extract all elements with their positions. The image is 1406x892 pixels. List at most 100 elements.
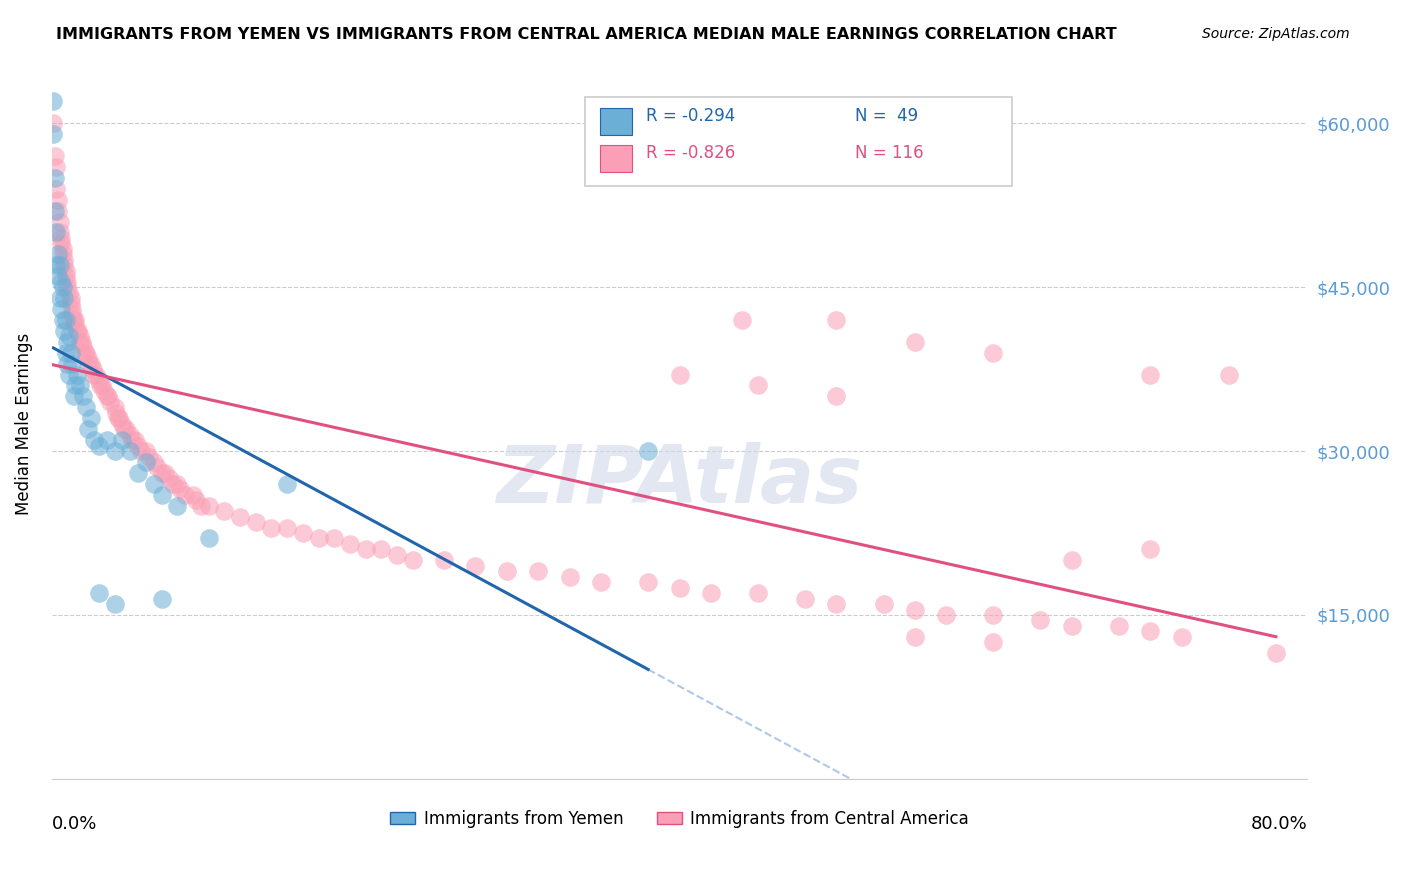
- Point: [87, 586, 110, 600]
- Point: [45, 226, 67, 240]
- Point: [181, 488, 204, 502]
- Point: [48, 291, 70, 305]
- Point: [276, 520, 298, 534]
- Point: [700, 586, 723, 600]
- Point: [129, 444, 152, 458]
- Point: [402, 553, 425, 567]
- Point: [66, 368, 89, 382]
- Point: [245, 515, 267, 529]
- Point: [1139, 542, 1161, 557]
- Point: [354, 542, 377, 557]
- Point: [55, 345, 77, 359]
- Point: [96, 389, 118, 403]
- Point: [44, 170, 66, 185]
- Point: [107, 411, 129, 425]
- Point: [91, 378, 114, 392]
- Point: [56, 357, 79, 371]
- Point: [65, 313, 87, 327]
- Point: [433, 553, 456, 567]
- Point: [1139, 368, 1161, 382]
- Point: [55, 263, 77, 277]
- Text: 80.0%: 80.0%: [1250, 814, 1308, 832]
- Point: [69, 329, 91, 343]
- Point: [89, 378, 111, 392]
- Point: [637, 575, 659, 590]
- Point: [51, 275, 73, 289]
- Point: [1218, 368, 1240, 382]
- Point: [1060, 553, 1083, 567]
- Point: [184, 493, 207, 508]
- Point: [904, 334, 927, 349]
- Point: [904, 602, 927, 616]
- Point: [44, 149, 66, 163]
- Point: [66, 324, 89, 338]
- Text: ZIPAtlas: ZIPAtlas: [496, 442, 863, 519]
- Point: [82, 362, 104, 376]
- Point: [62, 389, 84, 403]
- Point: [159, 471, 181, 485]
- Point: [731, 313, 754, 327]
- Point: [825, 389, 848, 403]
- Point: [197, 499, 219, 513]
- Point: [53, 291, 76, 305]
- Point: [162, 476, 184, 491]
- Point: [983, 635, 1005, 649]
- Point: [42, 116, 65, 130]
- Point: [48, 214, 70, 228]
- Point: [668, 581, 690, 595]
- Point: [97, 389, 120, 403]
- Point: [60, 357, 83, 371]
- Point: [121, 433, 143, 447]
- Point: [276, 476, 298, 491]
- Point: [146, 460, 169, 475]
- Point: [46, 203, 69, 218]
- Point: [142, 476, 165, 491]
- Point: [150, 466, 173, 480]
- Point: [48, 258, 70, 272]
- Point: [72, 340, 94, 354]
- Point: [127, 466, 149, 480]
- Point: [53, 258, 76, 272]
- Point: [96, 433, 118, 447]
- FancyBboxPatch shape: [585, 97, 1012, 186]
- Point: [87, 439, 110, 453]
- Point: [76, 422, 98, 436]
- FancyBboxPatch shape: [600, 108, 631, 135]
- Point: [52, 313, 75, 327]
- Point: [124, 433, 146, 447]
- Point: [1170, 630, 1192, 644]
- Point: [53, 324, 76, 338]
- Point: [75, 345, 97, 359]
- Point: [1264, 646, 1286, 660]
- Text: R = -0.826: R = -0.826: [645, 144, 735, 162]
- Point: [51, 301, 73, 316]
- Point: [56, 280, 79, 294]
- Point: [150, 488, 173, 502]
- Point: [70, 334, 93, 349]
- Point: [260, 520, 283, 534]
- Point: [65, 318, 87, 333]
- Point: [323, 532, 346, 546]
- Point: [58, 368, 80, 382]
- Point: [42, 95, 65, 109]
- Point: [339, 537, 361, 551]
- Point: [120, 427, 142, 442]
- Point: [67, 324, 90, 338]
- Point: [60, 307, 83, 321]
- Text: 0.0%: 0.0%: [52, 814, 97, 832]
- Point: [76, 351, 98, 366]
- Point: [825, 597, 848, 611]
- Point: [62, 313, 84, 327]
- Point: [190, 499, 212, 513]
- Point: [73, 345, 96, 359]
- FancyBboxPatch shape: [600, 145, 631, 171]
- Text: N = 116: N = 116: [855, 144, 924, 162]
- Point: [45, 160, 67, 174]
- Point: [935, 607, 957, 622]
- Point: [51, 231, 73, 245]
- Point: [103, 597, 125, 611]
- Point: [65, 378, 87, 392]
- Point: [42, 127, 65, 141]
- Point: [135, 444, 157, 458]
- Point: [93, 384, 115, 398]
